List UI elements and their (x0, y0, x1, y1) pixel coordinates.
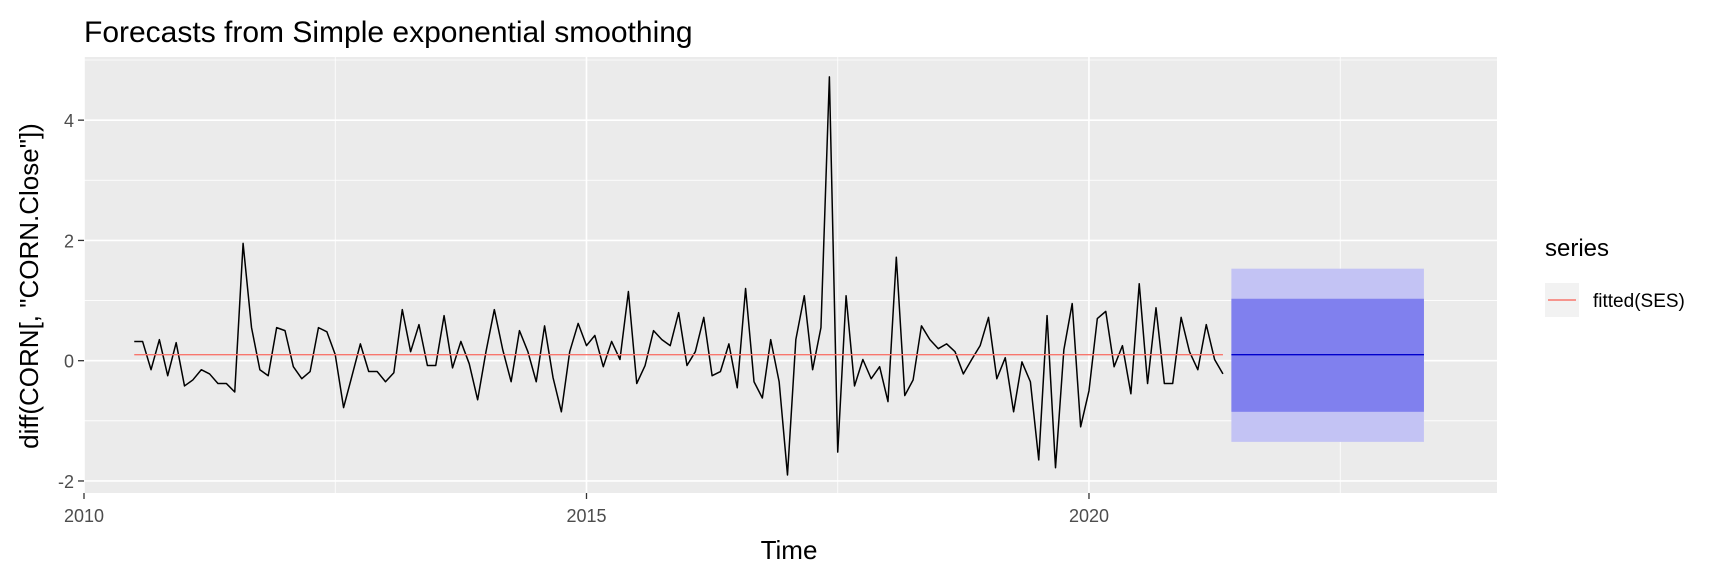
y-tick-label: 4 (64, 111, 74, 131)
y-axis-ticks: -2 0 2 4 (58, 111, 84, 492)
x-tick-label: 2020 (1069, 506, 1109, 526)
y-tick-label: -2 (58, 472, 74, 492)
forecast-intervals (1231, 268, 1424, 442)
legend-label-fitted: fitted(SES) (1593, 291, 1685, 312)
series-lines (134, 76, 1224, 476)
plot-panel (83, 57, 1497, 493)
x-tick-label: 2015 (566, 506, 606, 526)
legend-title: series (1545, 235, 1609, 262)
data-series-line (134, 76, 1224, 476)
x-axis-ticks: 2010 2015 2020 (64, 493, 1109, 526)
x-tick-label: 2010 (64, 506, 104, 526)
y-tick-label: 0 (64, 352, 74, 372)
legend: series fitted(SES) (1545, 235, 1685, 317)
x-axis-title: Time (761, 535, 818, 565)
chart-title: Forecasts from Simple exponential smooth… (84, 16, 693, 49)
y-tick-label: 2 (64, 231, 74, 251)
y-axis-title: diff(CORN[, "CORN.Close"]) (14, 123, 44, 449)
